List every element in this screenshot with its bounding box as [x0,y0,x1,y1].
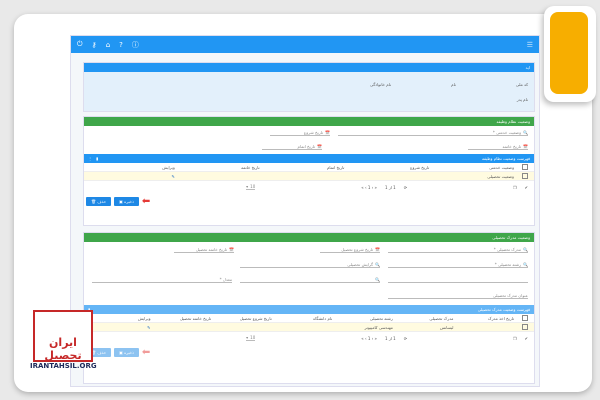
issue-date-input[interactable]: 📅 تاریخ خاتمه [468,144,528,150]
orientation-input[interactable]: 🔍 گرایش تحصیلی [240,262,380,268]
education-section: وضعیت مدرک تحصیلی 🔍 مدرک تحصیلی * 📅 تاریخ … [83,232,535,384]
table-row[interactable]: لیسانس مهندسی کامپیوتر ✎ [84,323,534,332]
military-list-header: فهرست وضعیت نظام وظیفه ⋮ ▮ [84,154,534,163]
military-fields-2: 📅 تاریخ خاتمه 📅 تاریخ اتمام [84,140,534,154]
row-checkbox[interactable] [522,173,528,179]
gpa-input[interactable]: معدل * [92,277,232,283]
page-nav[interactable]: « ‹ 1 › » [361,335,377,341]
end-date-input[interactable]: 📅 تاریخ اتمام [262,144,322,150]
info-icon[interactable]: ⓘ [131,40,139,49]
education-table-header: تاریخ اخذ مدرک مدرک تحصیلی رشته تحصیلی نام … [84,314,534,323]
military-status-input[interactable]: 🔍 وضعیت خدمتی * [338,130,528,136]
education-actions: 🗑 حذف ▣ ذخیره ⬅ [84,344,534,358]
info-panel: اید کد ملی نام نام خانوادگی نام پدر [83,62,535,112]
refresh-icon[interactable]: ⟳ [403,335,408,341]
education-fields-2: 🔍 رشته تحصیلی * 🔍 گرایش تحصیلی [84,257,534,272]
clipboard-icon[interactable]: ▮ [96,156,99,161]
select-all-checkbox[interactable] [522,315,528,321]
name-label: نام [451,82,456,87]
degree-title-input[interactable]: عنوان مدرک تحصیلی [388,293,528,299]
field-input[interactable]: 🔍 رشته تحصیلی * [388,262,528,268]
select-all-checkbox[interactable] [522,164,528,170]
military-header: وضعیت نظام وظیفه [84,117,534,126]
info-header: اید [84,63,534,72]
edu-end-date[interactable]: 📅 تاریخ خاتمه تحصیل [174,247,234,253]
table-row[interactable]: وضعیت تحصیلی ✎ [84,172,534,181]
orange-tile [550,12,588,94]
decorative-panel [544,6,596,102]
delete-button[interactable]: 🗑 حذف [86,197,112,206]
check-icon[interactable]: ✔ [524,184,528,190]
page-size-select[interactable]: 10 ▾ [246,335,256,341]
help-icon[interactable]: ? [119,40,123,49]
education-header: وضعیت مدرک تحصیلی [84,233,534,242]
home-icon[interactable]: ⌂ [105,40,111,49]
edu-start-date[interactable]: 📅 تاریخ شروع تحصیل [320,247,380,253]
military-table-header: وضعیت خدمتی تاریخ شروع تاریخ اتمام تاریخ خا… [84,163,534,172]
education-fields: 🔍 مدرک تحصیلی * 📅 تاریخ شروع تحصیل 📅 تاریخ … [84,242,534,257]
save-button[interactable]: ▣ ذخیره [114,348,139,357]
clipboard-icon[interactable]: ▮ [88,307,90,312]
edit-icon[interactable]: ✎ [147,324,151,330]
search-input[interactable]: 🔍 [240,277,380,283]
father-label: نام پدر [516,97,528,102]
refresh-icon[interactable]: ⟳ [403,184,408,190]
delete-button[interactable]: 🗑 حذف [86,348,112,357]
military-fields: 🔍 وضعیت خدمتی * 📅 تاریخ شروع [84,126,534,140]
military-actions: 🗑 حذف ▣ ذخیره ⬅ [84,193,534,207]
education-fields-4: عنوان مدرک تحصیلی [84,287,534,305]
row-checkbox[interactable] [522,324,528,330]
top-toolbar: ⏻ ⚷ ⌂ ? ⓘ ☰ [71,36,539,53]
save-button[interactable]: ▣ ذخیره [114,197,139,206]
app-window: ⏻ ⚷ ⌂ ? ⓘ ☰ اید کد ملی نام نام خانوادگی … [70,35,540,387]
copy-icon[interactable]: ❐ [513,335,517,341]
check-icon[interactable]: ✔ [524,335,528,341]
pager: ✔ ❐ ⟳ 1 از 1 « ‹ 1 › » 10 ▾ [246,184,528,190]
info-row-2: نام پدر [84,95,534,104]
military-section: وضعیت نظام وظیفه 🔍 وضعیت خدمتی * 📅 تاریخ ش… [83,116,535,226]
arrow-icon: ⬅ [141,196,151,207]
hamburger-icon[interactable]: ☰ [526,40,533,49]
page-size-select[interactable]: 10 ▾ [246,184,256,190]
copy-icon[interactable]: ❐ [513,184,517,190]
logo: ایران تحصیل IRANTAHSIL.ORG [30,310,97,376]
degree-input[interactable]: 🔍 مدرک تحصیلی * [388,247,528,253]
page-nav[interactable]: « ‹ 1 › » [361,184,377,190]
more-icon[interactable]: ⋮ [88,156,92,161]
education-fields-3: 🔍 معدل * [84,272,534,287]
education-list-header: فهرست وضعیت مدرک تحصیلی▮ [84,305,534,314]
arrow-icon: ⬅ [141,347,151,358]
family-label: نام خانوادگی [370,82,392,87]
university-input[interactable] [388,277,528,283]
start-date-input[interactable]: 📅 تاریخ شروع [270,130,330,136]
info-row: کد ملی نام نام خانوادگی [84,80,534,89]
national-code-label: کد ملی [515,82,528,87]
power-icon[interactable]: ⏻ [77,40,83,48]
key-icon[interactable]: ⚷ [91,40,97,49]
edit-icon[interactable]: ✎ [171,173,175,179]
pager: ✔ ❐ ⟳ 1 از 1 « ‹ 1 › » 10 ▾ [246,335,528,341]
